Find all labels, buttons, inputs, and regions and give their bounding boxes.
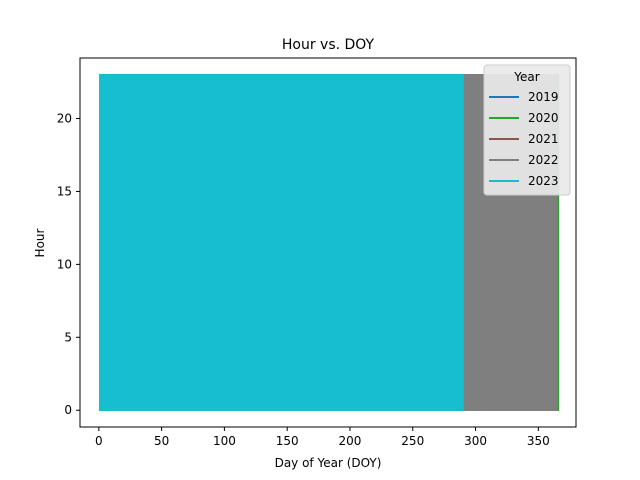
y-tick-label: 10 [57,257,72,271]
x-axis-ticks: 0 50 100 150 200 250 300 350 [95,427,550,448]
legend-items: 2019 2020 2021 2022 2023 [489,90,559,188]
series-area-2023 [99,74,464,411]
y-axis-ticks: 0 5 10 15 20 [57,112,80,417]
x-tick-label: 0 [95,434,103,448]
y-tick-label: 5 [64,330,72,344]
x-tick-label: 150 [276,434,299,448]
legend-label-2019: 2019 [528,90,559,104]
legend-label-2023: 2023 [528,174,559,188]
x-tick-label: 250 [401,434,424,448]
legend-title: Year [513,70,539,84]
y-tick-label: 0 [64,403,72,417]
x-tick-label: 350 [527,434,550,448]
series-layer [99,74,560,411]
chart-title: Hour vs. DOY [282,37,375,53]
x-axis-label: Day of Year (DOY) [275,456,382,470]
x-tick-label: 100 [213,434,236,448]
x-tick-label: 200 [339,434,362,448]
legend-label-2020: 2020 [528,111,559,125]
legend-label-2022: 2022 [528,153,559,167]
legend-label-2021: 2021 [528,132,559,146]
x-tick-label: 300 [464,434,487,448]
y-axis-label: Hour [33,228,47,257]
x-tick-label: 50 [154,434,169,448]
y-tick-label: 15 [57,184,72,198]
legend: Year 2019 2020 2021 2022 2023 [483,64,571,196]
plot-frame [79,57,577,428]
y-tick-label: 20 [57,112,72,126]
